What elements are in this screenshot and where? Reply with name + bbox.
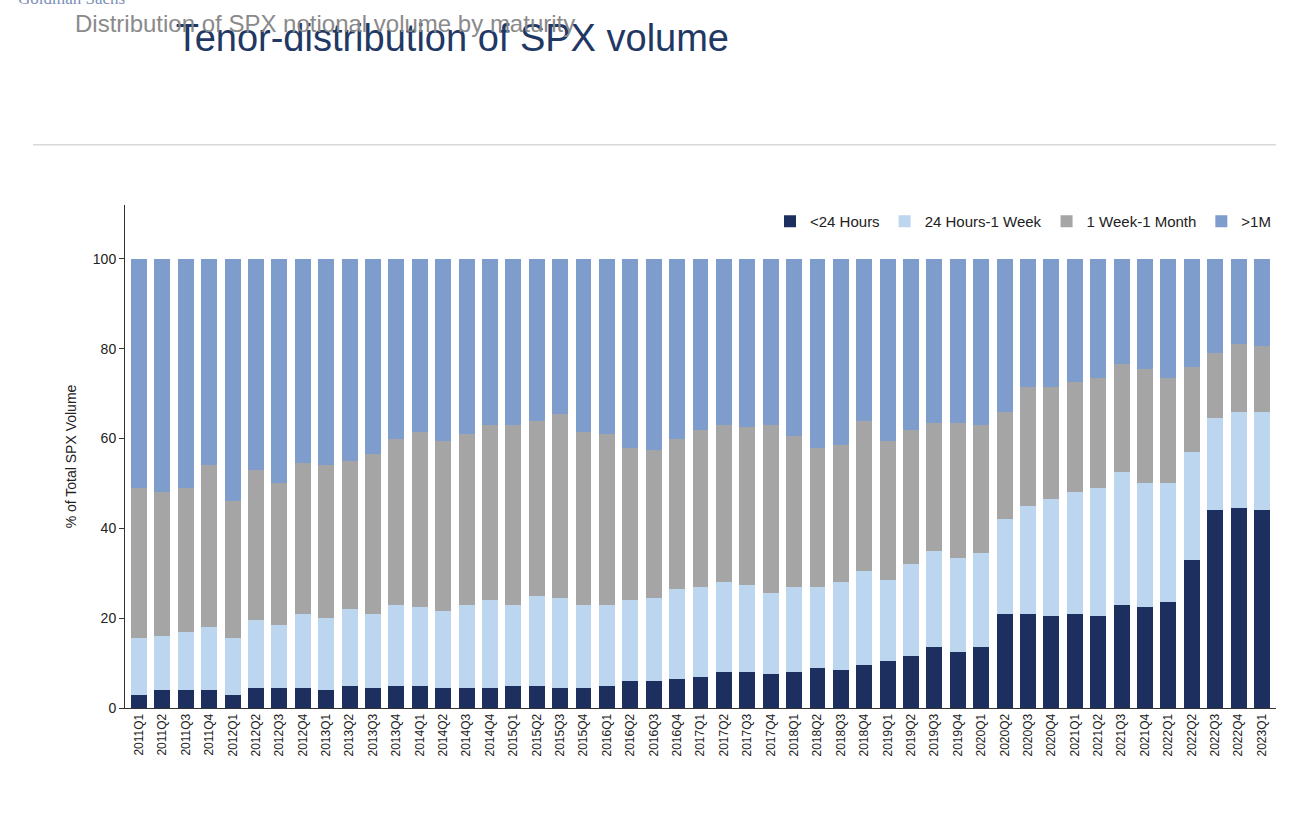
svg-text:2021Q1: 2021Q1 bbox=[1068, 713, 1082, 756]
svg-text:>1M: >1M bbox=[1241, 213, 1271, 230]
svg-text:2018Q3: 2018Q3 bbox=[834, 713, 848, 756]
svg-text:2022Q2: 2022Q2 bbox=[1185, 713, 1199, 756]
svg-text:2015Q2: 2015Q2 bbox=[530, 713, 544, 756]
svg-text:2012Q1: 2012Q1 bbox=[226, 713, 240, 756]
svg-text:2018Q4: 2018Q4 bbox=[857, 713, 871, 756]
svg-text:24 Hours-1 Week: 24 Hours-1 Week bbox=[925, 213, 1042, 230]
svg-text:2011Q4: 2011Q4 bbox=[202, 713, 216, 755]
svg-text:1 Week-1 Month: 1 Week-1 Month bbox=[1087, 213, 1197, 230]
svg-text:2019Q4: 2019Q4 bbox=[951, 713, 965, 756]
svg-text:2011Q3: 2011Q3 bbox=[179, 713, 193, 755]
svg-text:2015Q3: 2015Q3 bbox=[553, 713, 567, 756]
svg-text:40: 40 bbox=[101, 520, 117, 536]
svg-text:2020Q4: 2020Q4 bbox=[1044, 713, 1058, 756]
svg-text:2019Q1: 2019Q1 bbox=[881, 713, 895, 756]
svg-text:2013Q3: 2013Q3 bbox=[366, 713, 380, 756]
svg-text:2014Q4: 2014Q4 bbox=[483, 713, 497, 756]
svg-text:2020Q1: 2020Q1 bbox=[974, 713, 988, 756]
svg-text:80: 80 bbox=[101, 341, 117, 357]
svg-text:2012Q3: 2012Q3 bbox=[272, 713, 286, 756]
svg-text:<24 Hours: <24 Hours bbox=[810, 213, 880, 230]
svg-text:2020Q2: 2020Q2 bbox=[998, 713, 1012, 756]
svg-text:2018Q1: 2018Q1 bbox=[787, 713, 801, 756]
svg-text:2016Q2: 2016Q2 bbox=[623, 713, 637, 756]
svg-text:20: 20 bbox=[101, 610, 117, 626]
svg-text:2022Q1: 2022Q1 bbox=[1161, 713, 1175, 756]
svg-text:2013Q1: 2013Q1 bbox=[319, 713, 333, 756]
svg-text:2020Q3: 2020Q3 bbox=[1021, 713, 1035, 756]
svg-text:60: 60 bbox=[101, 430, 117, 446]
svg-text:2014Q1: 2014Q1 bbox=[413, 713, 427, 756]
svg-text:2019Q2: 2019Q2 bbox=[904, 713, 918, 756]
svg-text:% of Total SPX Volume: % of Total SPX Volume bbox=[63, 384, 79, 528]
svg-text:2018Q2: 2018Q2 bbox=[810, 713, 824, 756]
svg-text:2015Q4: 2015Q4 bbox=[576, 713, 590, 756]
svg-text:2013Q2: 2013Q2 bbox=[342, 713, 356, 756]
svg-text:2016Q1: 2016Q1 bbox=[600, 713, 614, 756]
svg-text:2011Q2: 2011Q2 bbox=[155, 713, 169, 755]
svg-text:2014Q2: 2014Q2 bbox=[436, 713, 450, 756]
svg-text:2022Q3: 2022Q3 bbox=[1208, 713, 1222, 756]
svg-text:2016Q3: 2016Q3 bbox=[647, 713, 661, 756]
svg-text:2016Q4: 2016Q4 bbox=[670, 713, 684, 756]
svg-text:2012Q2: 2012Q2 bbox=[249, 713, 263, 756]
svg-text:2017Q4: 2017Q4 bbox=[764, 713, 778, 756]
svg-text:2017Q1: 2017Q1 bbox=[693, 713, 707, 756]
svg-text:0: 0 bbox=[108, 700, 116, 716]
svg-text:Goldman Sachs: Goldman Sachs bbox=[18, 0, 125, 8]
svg-text:2019Q3: 2019Q3 bbox=[927, 713, 941, 756]
svg-text:2014Q3: 2014Q3 bbox=[459, 713, 473, 756]
svg-text:2017Q3: 2017Q3 bbox=[740, 713, 754, 756]
svg-text:2012Q4: 2012Q4 bbox=[296, 713, 310, 756]
svg-text:2013Q4: 2013Q4 bbox=[389, 713, 403, 756]
svg-text:2023Q1: 2023Q1 bbox=[1255, 713, 1269, 756]
svg-text:2021Q4: 2021Q4 bbox=[1138, 713, 1152, 756]
svg-text:2017Q2: 2017Q2 bbox=[717, 713, 731, 756]
svg-text:2021Q2: 2021Q2 bbox=[1091, 713, 1105, 756]
svg-text:2015Q1: 2015Q1 bbox=[506, 713, 520, 756]
svg-text:100: 100 bbox=[93, 251, 117, 267]
svg-text:2011Q1: 2011Q1 bbox=[132, 713, 146, 755]
svg-text:Distribution of SPX notional v: Distribution of SPX notional volume by m… bbox=[75, 10, 575, 37]
svg-text:Tenor-distribution of SPX volu: Tenor-distribution of SPX volume bbox=[176, 17, 729, 59]
svg-text:2021Q3: 2021Q3 bbox=[1115, 713, 1129, 756]
svg-text:2022Q4: 2022Q4 bbox=[1231, 713, 1245, 756]
